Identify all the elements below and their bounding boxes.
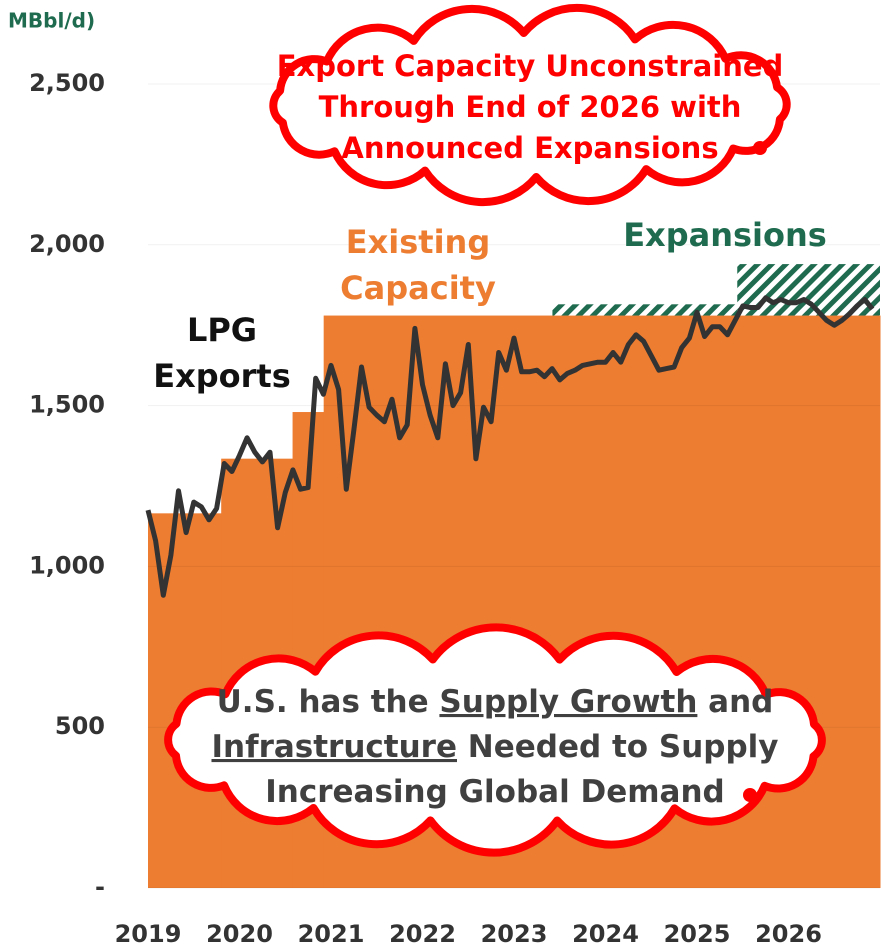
x-tick-label: 2024: [572, 920, 639, 948]
annotation-text: Through End of 2026 with: [319, 90, 742, 124]
annotation-text: Supply Growth: [439, 684, 697, 720]
annotation-text: Infrastructure: [211, 729, 457, 765]
y-tick-label: 1,000: [29, 551, 105, 579]
annotation-text: Increasing Global Demand: [265, 774, 724, 810]
x-tick-label: 2021: [298, 920, 365, 948]
series-line: [145, 295, 875, 598]
annotation-line: Export Capacity Unconstrained: [277, 49, 784, 83]
y-tick-label: 2,000: [29, 230, 105, 258]
expansion: [552, 304, 738, 316]
cloud: [269, 3, 791, 207]
annotation-line: Increasing Global Demand: [265, 774, 724, 810]
annotation-line: U.S. has the Supply Growth and: [217, 684, 774, 720]
annotation-text: and: [697, 684, 773, 720]
x-tick-label: 2026: [755, 920, 822, 948]
x-tick-label: 2020: [206, 920, 273, 948]
x-tick-label: 2019: [115, 920, 182, 948]
expansions-label: Expansions: [623, 216, 827, 254]
annotation-line: Announced Expansions: [341, 131, 718, 165]
annotation-text: Needed to Supply: [457, 729, 779, 765]
x-tick-label: 2025: [664, 920, 731, 948]
y-tick-label: 1,500: [29, 391, 105, 419]
capacity-label: Capacity: [340, 269, 496, 307]
x-tick-label: 2022: [389, 920, 456, 948]
annotation-text: Announced Expansions: [341, 131, 718, 165]
capacity-label: Existing: [346, 223, 490, 261]
y-tick-label: 2,500: [29, 69, 105, 97]
y-axis-label: MBbl/d): [8, 9, 95, 33]
x-tick-label: 2023: [481, 920, 548, 948]
cloud: [164, 623, 826, 857]
annotation-line: Through End of 2026 with: [319, 90, 742, 124]
y-tick-label: -: [95, 873, 105, 901]
cloud-dot: [743, 788, 757, 802]
annotation-text: U.S. has the: [217, 684, 440, 720]
series-label: LPG: [187, 311, 257, 349]
annotation-line: Infrastructure Needed to Supply: [211, 729, 778, 765]
annotation-text: Export Capacity Unconstrained: [277, 49, 784, 83]
y-tick-label: 500: [55, 712, 105, 740]
series-label: Exports: [153, 357, 291, 395]
cloud-dot: [753, 141, 767, 155]
